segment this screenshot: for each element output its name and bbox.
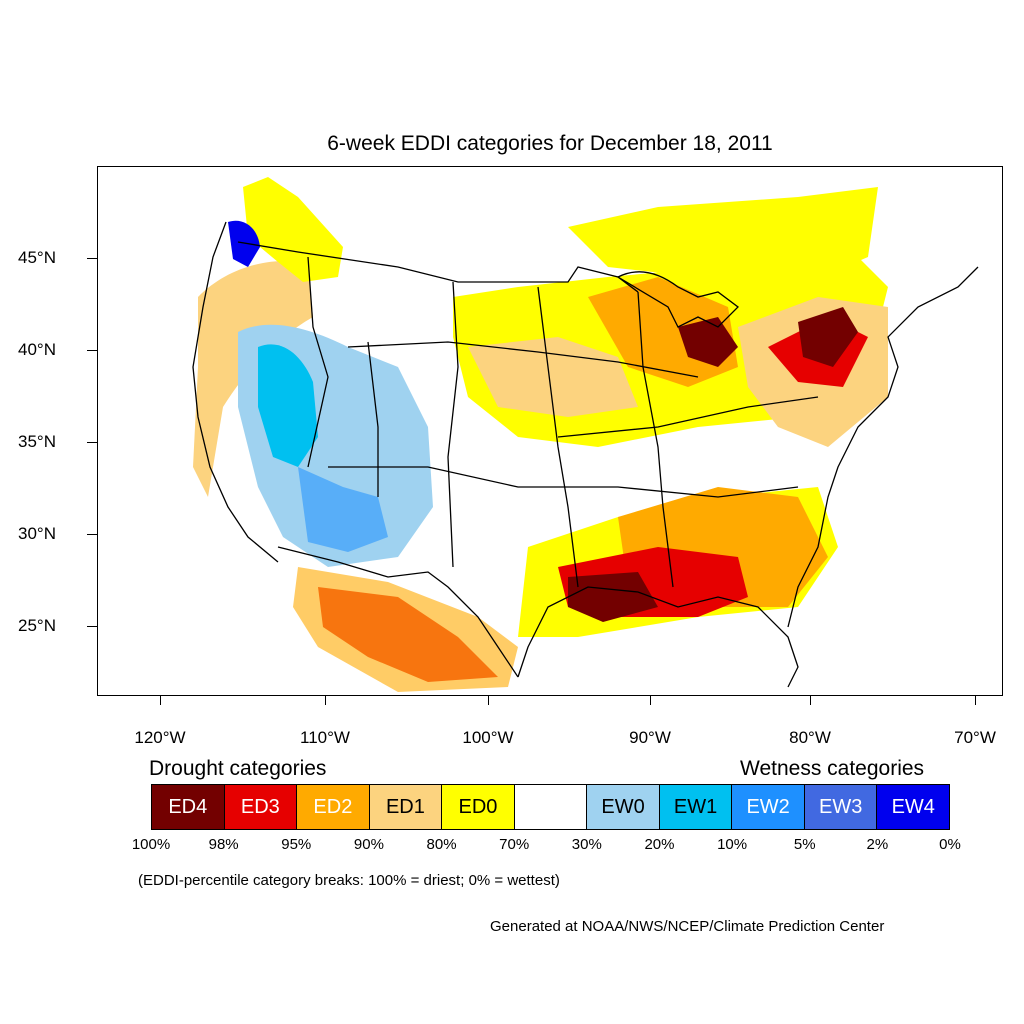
lat-tick-30 — [87, 534, 97, 535]
lon-label-110: 110°W — [300, 728, 350, 747]
lon-tick-100 — [488, 696, 489, 705]
us-mexico-border — [277, 546, 519, 678]
us-border-north — [237, 241, 639, 293]
legend-percentile-label: 10% — [717, 836, 748, 853]
legend-color-bar: ED4 ED3 ED2 ED1 ED0 EW0 EW1 EW2 EW3 EW4 — [151, 784, 950, 830]
legend-box-ew4: EW4 — [877, 785, 950, 829]
region-nevada-ew1 — [258, 344, 318, 467]
legend-percentile-label: 0% — [939, 836, 961, 853]
legend-box-ew3: EW3 — [804, 785, 878, 829]
lat-label-45: 45°N — [18, 248, 56, 267]
state-line-3 — [447, 281, 459, 568]
lon-tick-90 — [650, 696, 651, 705]
lat-tick-40 — [87, 350, 97, 351]
lon-label-120: 120°W — [134, 728, 186, 747]
region-west-coast-dry — [193, 260, 313, 497]
region-arizona-ew1 — [298, 467, 388, 552]
gulf-coastline — [517, 586, 799, 688]
lon-tick-80 — [810, 696, 811, 705]
state-line-7 — [328, 466, 799, 498]
lat-label-35: 35°N — [18, 432, 56, 451]
state-line-1 — [307, 256, 329, 468]
state-line-6 — [347, 341, 699, 378]
lat-label-40: 40°N — [18, 340, 56, 359]
legend-percentile-label: 98% — [208, 836, 239, 853]
lon-tick-110 — [325, 696, 326, 705]
legend-percentile-label: 5% — [793, 836, 816, 853]
region-northwest-yellow — [243, 177, 343, 282]
lon-tick-120 — [160, 696, 161, 705]
legend-percentile-label: 20% — [644, 836, 675, 853]
legend-box-ew2: EW2 — [732, 785, 805, 829]
legend-box-ed1: ED1 — [369, 785, 443, 829]
lon-label-80: 80°W — [789, 728, 831, 747]
legend-percentile-label: 30% — [571, 836, 602, 853]
map-title: 6-week EDDI categories for December 18, … — [327, 132, 773, 155]
legend-note: (EDDI-percentile category breaks: 100% =… — [138, 872, 560, 889]
great-lakes — [616, 271, 739, 328]
region-northeast-ed4 — [798, 307, 858, 367]
legend-percentile-label: 95% — [281, 836, 312, 853]
lat-tick-25 — [87, 626, 97, 627]
region-michigan-ed4 — [678, 317, 738, 367]
lat-label-30: 30°N — [18, 524, 56, 543]
state-line-5 — [637, 291, 674, 588]
state-line-4 — [537, 286, 579, 588]
legend-wetness-heading: Wetness categories — [740, 757, 925, 780]
lon-tick-70 — [975, 696, 976, 705]
legend-percentile-label: 100% — [131, 836, 171, 853]
eddi-map — [97, 166, 1003, 696]
lat-label-25: 25°N — [18, 616, 56, 635]
lon-label-100: 100°W — [462, 728, 514, 747]
state-line-8 — [557, 396, 819, 438]
lon-label-90: 90°W — [629, 728, 671, 747]
legend-box-ed0: ED0 — [442, 785, 515, 829]
legend-box-neutral — [514, 785, 588, 829]
map-outlines — [192, 221, 979, 688]
region-louisiana-ed4 — [568, 572, 658, 622]
legend-box-ew1: EW1 — [659, 785, 733, 829]
region-mexico-ed2 — [293, 567, 518, 692]
legend-percentile-label: 2% — [866, 836, 889, 853]
legend-percentile-label: 90% — [353, 836, 384, 853]
legend-percentile-label: 80% — [426, 836, 457, 853]
legend-box-ed3: ED3 — [224, 785, 298, 829]
legend-box-ew0: EW0 — [587, 785, 660, 829]
legend-drought-heading: Drought categories — [149, 757, 327, 780]
eddi-map-graphic — [192, 177, 979, 692]
region-plains-ed1 — [468, 337, 638, 417]
legend-box-ed4: ED4 — [152, 785, 225, 829]
credit-text: Generated at NOAA/NWS/NCEP/Climate Predi… — [490, 918, 885, 935]
legend-percentile-label: 70% — [499, 836, 530, 853]
lat-tick-45 — [87, 258, 97, 259]
west-coastline — [192, 221, 279, 563]
region-puget-ew4 — [228, 220, 260, 267]
region-north-ed1 — [568, 187, 878, 287]
legend-box-ed2: ED2 — [297, 785, 370, 829]
east-coastline — [787, 266, 979, 628]
lat-tick-35 — [87, 442, 97, 443]
state-line-2 — [367, 341, 379, 497]
lon-label-70: 70°W — [954, 728, 996, 747]
